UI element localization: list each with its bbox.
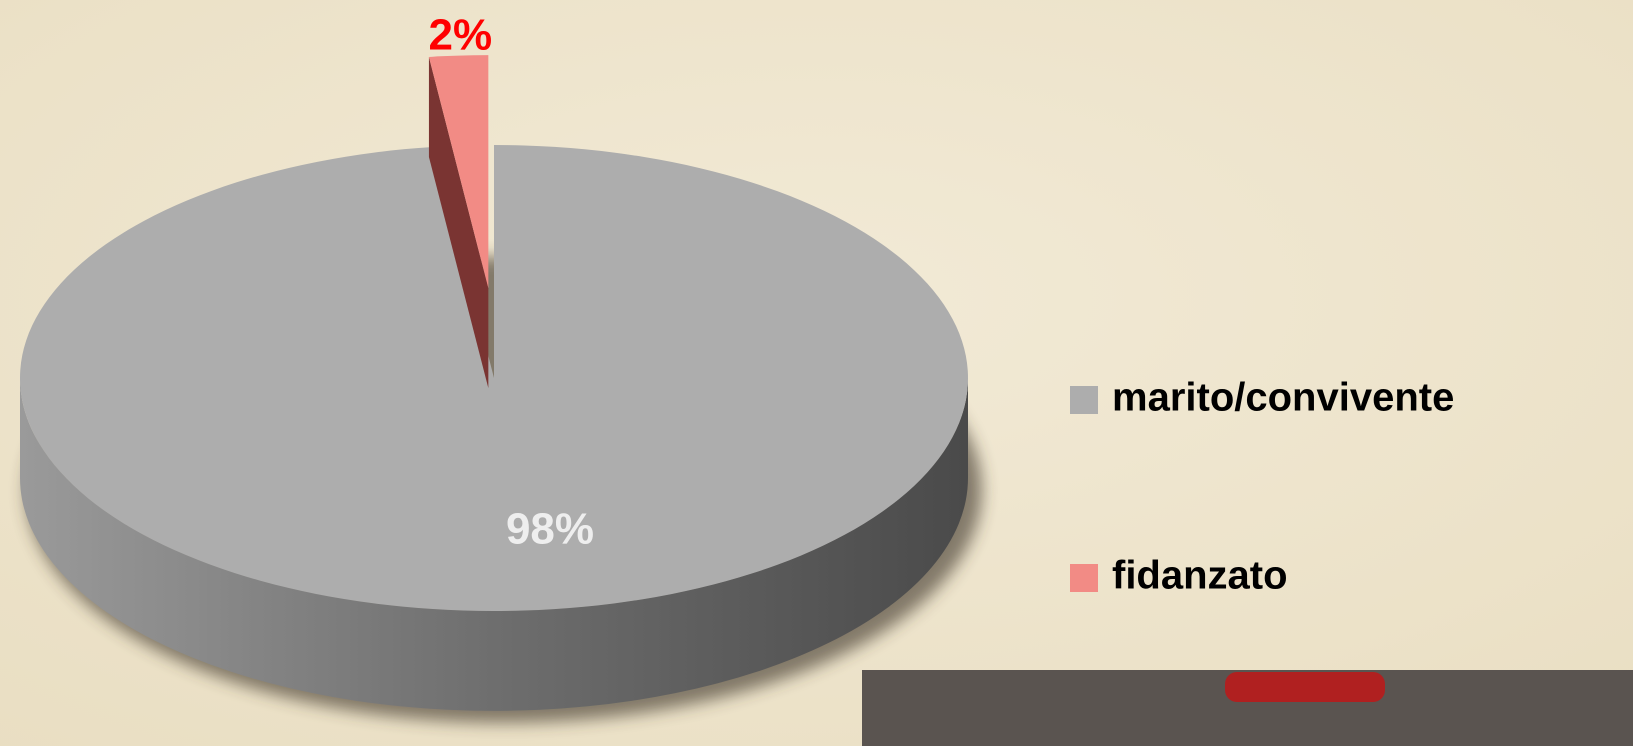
pie-slice	[19, 145, 968, 611]
value-label: 2%	[429, 11, 493, 60]
pie-wall	[20, 378, 968, 711]
slice-side	[428, 57, 489, 389]
pie-slice	[428, 55, 489, 289]
legend-swatch	[1070, 564, 1098, 592]
legend-swatch	[1070, 386, 1098, 414]
photo-detail	[1225, 672, 1385, 702]
value-label: 98%	[506, 505, 594, 554]
legend-label: marito/convivente	[1112, 376, 1454, 420]
legend-label: fidanzato	[1112, 554, 1288, 598]
